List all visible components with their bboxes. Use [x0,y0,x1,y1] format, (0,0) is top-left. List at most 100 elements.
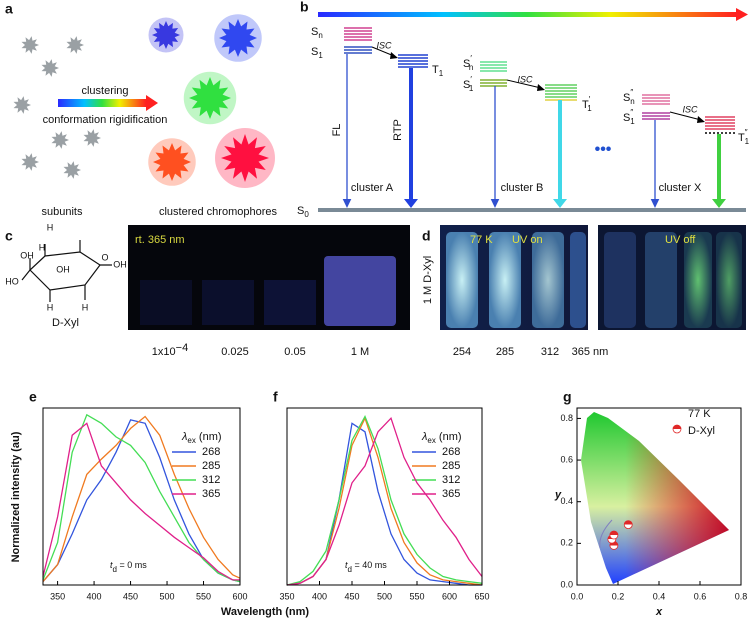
x-tick-label: 0.8 [735,591,748,601]
line-series [42,419,241,583]
arrow-head [650,199,660,208]
text-part: S [311,46,318,58]
sample-label: 1 M D-Xyl [422,256,434,304]
text-part: S [297,205,304,217]
photo-caption: 77 K [470,234,493,246]
text-part: 1 [587,104,592,113]
panel-c: c rt. 365 nm D-Xyl [5,225,410,330]
isc-arrow [669,111,702,121]
text-part: 1 [318,51,323,60]
vial [716,232,742,328]
text-part: T [738,132,745,144]
text-part: ′ [589,95,591,104]
panel-label: b [300,0,309,15]
point [623,520,633,530]
structure-label: H [82,302,89,312]
y-tick-label: 0.6 [560,454,573,464]
ground-level [318,208,746,212]
legend-label: D-Xyl [688,425,715,437]
structure-label: H [39,242,46,252]
line-series [286,414,483,586]
wavelength-label: 285 [496,346,514,358]
y-tick-label: 0.8 [560,413,573,423]
star [219,19,257,57]
vial [446,232,478,328]
concentration-label: 1x10−4 [152,342,188,358]
text-part: λ [181,431,187,443]
text-part: ″ [745,128,748,137]
x-tick-label: 550 [409,591,424,601]
vial [570,232,586,328]
y-tick-label: 0.4 [560,496,573,506]
star [21,36,39,54]
level-label: S1 [311,46,323,60]
legend-label: 285 [442,460,460,472]
text-part: n [318,31,322,40]
legend-title: λex (nm) [421,431,462,445]
vial [140,280,192,325]
x-tick-label: 450 [344,591,359,601]
structure-label: O [101,252,108,262]
text-part: = 40 ms [352,560,387,570]
x-tick-label: 0.4 [653,591,666,601]
star [153,143,191,181]
panel-label: a [5,1,13,17]
x-tick-label: 400 [312,591,327,601]
star [21,153,39,171]
structure-label: H [47,222,54,232]
text-part: (nm) [196,431,222,443]
text-part: = 0 ms [117,560,147,570]
legend-label: 268 [442,446,460,458]
text-part: S [311,26,318,38]
plot-frame [42,407,241,586]
x-tick-label: 650 [474,591,489,601]
level-label: T″ 1 [738,128,750,146]
photo-caption: UV off [665,234,696,246]
structure-label: HO [5,276,19,286]
text-part: n [469,63,473,72]
arrow-label: conformation rigidification [43,114,168,126]
star [13,96,31,114]
text-part: d [113,565,117,574]
star [152,21,180,49]
arrow-head [736,8,748,21]
y-axis-label: Normalized intensity (au) [10,431,22,562]
text-part: ex [187,436,195,445]
caption: clustered chromophores [159,206,278,218]
arrow-head [390,52,398,59]
panel-b: b ••• [300,0,748,212]
level-label: S0 [297,205,309,219]
emission-label: RTP [392,119,404,141]
text-part: ′ [470,54,472,63]
point [609,530,619,540]
cluster-label: cluster A [351,182,394,194]
wavelength-label: 254 [453,346,471,358]
structure [21,240,112,302]
legend-label: 268 [202,446,220,458]
isc-label: ISC [376,40,392,50]
text-part: 1 [745,137,750,146]
x-tick-label: 0.6 [694,591,707,601]
legend-label: 312 [202,474,220,486]
isc-arrow [371,46,395,57]
level-label: T1 [432,64,444,78]
line-series [286,416,483,586]
star [51,131,69,149]
panel-label: f [273,389,278,405]
x-tick-label: 400 [87,591,102,601]
arrow-head [712,199,726,208]
ellipsis: ••• [595,141,612,158]
level-label: S″ 1 [623,108,635,126]
star [221,134,269,182]
legend-label: 365 [202,488,220,500]
legend-label: 285 [202,460,220,472]
legend-title: λex (nm) [181,431,222,445]
text-part: d [348,565,352,574]
x-tick-label: 450 [123,591,138,601]
level-label: Sn [311,26,323,40]
annotation: td = 0 ms [110,560,147,574]
text-part: t [345,560,348,570]
y-axis-label: y [554,489,562,501]
panel-d: d 1 M D-Xyl 77 K UV on UV off [422,225,746,330]
arrow-head [537,84,545,91]
